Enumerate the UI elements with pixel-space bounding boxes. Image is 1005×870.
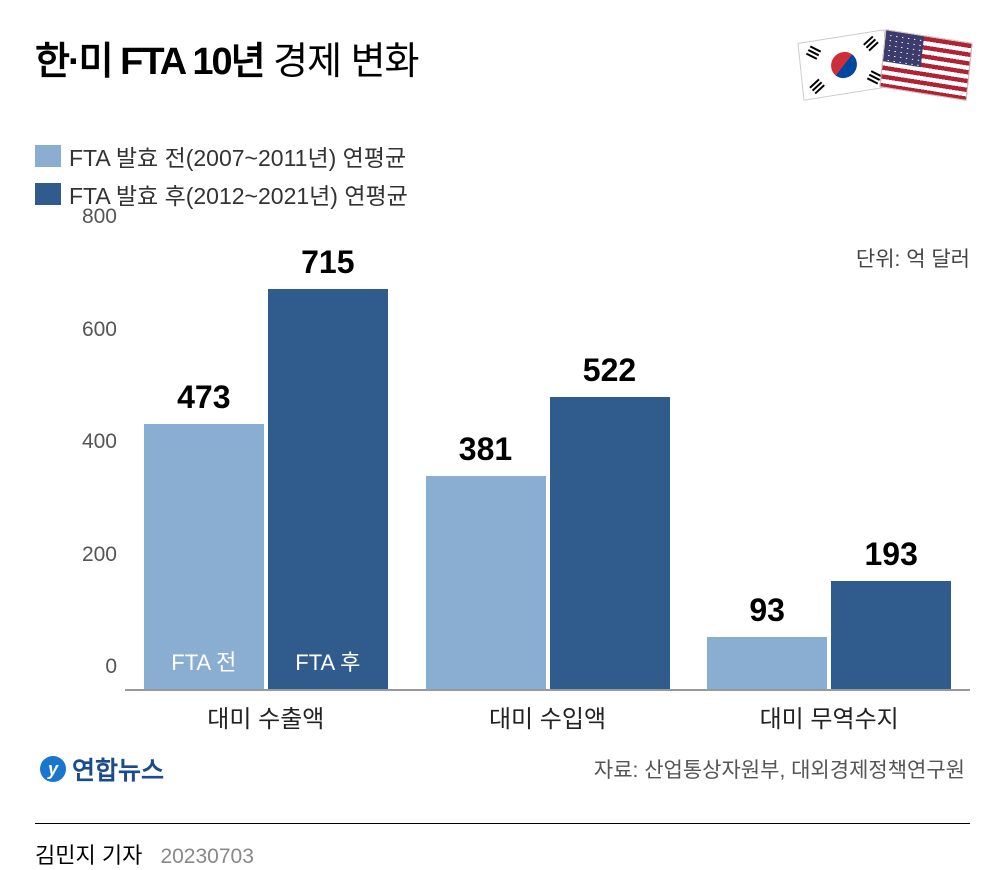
legend-after-swatch	[35, 183, 61, 205]
y-tick: 600	[82, 318, 117, 342]
header-row: 한·미 FTA 10년 경제 변화	[35, 30, 970, 125]
bar-group: 473FTA 전715FTA 후	[125, 241, 407, 689]
title-rest: 경제 변화	[264, 41, 419, 83]
byline-date: 20230703	[160, 845, 253, 868]
byline: 김민지 기자 20230703	[0, 824, 1005, 870]
page-title: 한·미 FTA 10년 경제 변화	[35, 30, 419, 85]
bar-groups: 473FTA 전715FTA 후38152293193	[125, 241, 970, 689]
bar-value-label: 381	[426, 431, 546, 468]
byline-author: 김민지 기자	[35, 843, 142, 868]
legend-before-label: FTA 발효 전(2007~2011년) 연평균	[69, 139, 406, 173]
footer-row: y 연합뉴스 자료: 산업통상자원부, 대외경제정책연구원	[35, 751, 970, 787]
x-axis-labels: 대미 수출액대미 수입액대미 무역수지	[125, 691, 970, 731]
y-tick: 0	[105, 655, 117, 679]
bar-before: 93	[707, 637, 827, 689]
bar-value-label: 193	[831, 536, 951, 573]
bar-after: 193	[831, 581, 951, 689]
x-axis-label: 대미 수출액	[125, 691, 407, 731]
bar-before: 473FTA 전	[144, 424, 264, 689]
bar-value-label: 93	[707, 592, 827, 629]
y-axis: 0200400600800	[65, 241, 125, 691]
bar-value-label: 522	[550, 352, 670, 389]
y-tick: 200	[82, 543, 117, 567]
bar-group: 93193	[688, 241, 970, 689]
bar-group: 381522	[407, 241, 689, 689]
y-tick: 400	[82, 430, 117, 454]
bar-before: 381	[426, 476, 546, 689]
title-bold: 한·미 FTA 10년	[35, 41, 264, 83]
bar-after: 715FTA 후	[268, 289, 388, 689]
x-axis-label: 대미 무역수지	[688, 691, 970, 731]
plot-area: 473FTA 전715FTA 후38152293193	[125, 241, 970, 691]
legend: FTA 발효 전(2007~2011년) 연평균 FTA 발효 후(2012~2…	[35, 139, 970, 211]
legend-before: FTA 발효 전(2007~2011년) 연평균	[35, 139, 970, 173]
publisher-name: 연합뉴스	[72, 751, 164, 787]
flags-icon	[800, 30, 970, 125]
source-text: 자료: 산업통상자원부, 대외경제정책연구원	[594, 754, 965, 784]
publisher-logo: y 연합뉴스	[40, 751, 164, 787]
logo-badge-icon: y	[40, 756, 66, 782]
bar-inner-label-after: FTA 후	[268, 645, 388, 677]
legend-after: FTA 발효 후(2012~2021년) 연평균	[35, 177, 970, 211]
legend-after-label: FTA 발효 후(2012~2021년) 연평균	[69, 177, 408, 211]
bar-value-label: 473	[144, 379, 264, 416]
legend-before-swatch	[35, 145, 61, 167]
korea-flag-icon	[797, 29, 890, 100]
x-axis-label: 대미 수입액	[407, 691, 689, 731]
chart: 단위: 억 달러 0200400600800 473FTA 전715FTA 후3…	[65, 241, 970, 731]
bar-inner-label-before: FTA 전	[144, 645, 264, 677]
bar-value-label: 715	[268, 244, 388, 281]
bar-after: 522	[550, 397, 670, 689]
usa-flag-icon	[879, 29, 972, 100]
y-tick: 800	[82, 205, 117, 229]
